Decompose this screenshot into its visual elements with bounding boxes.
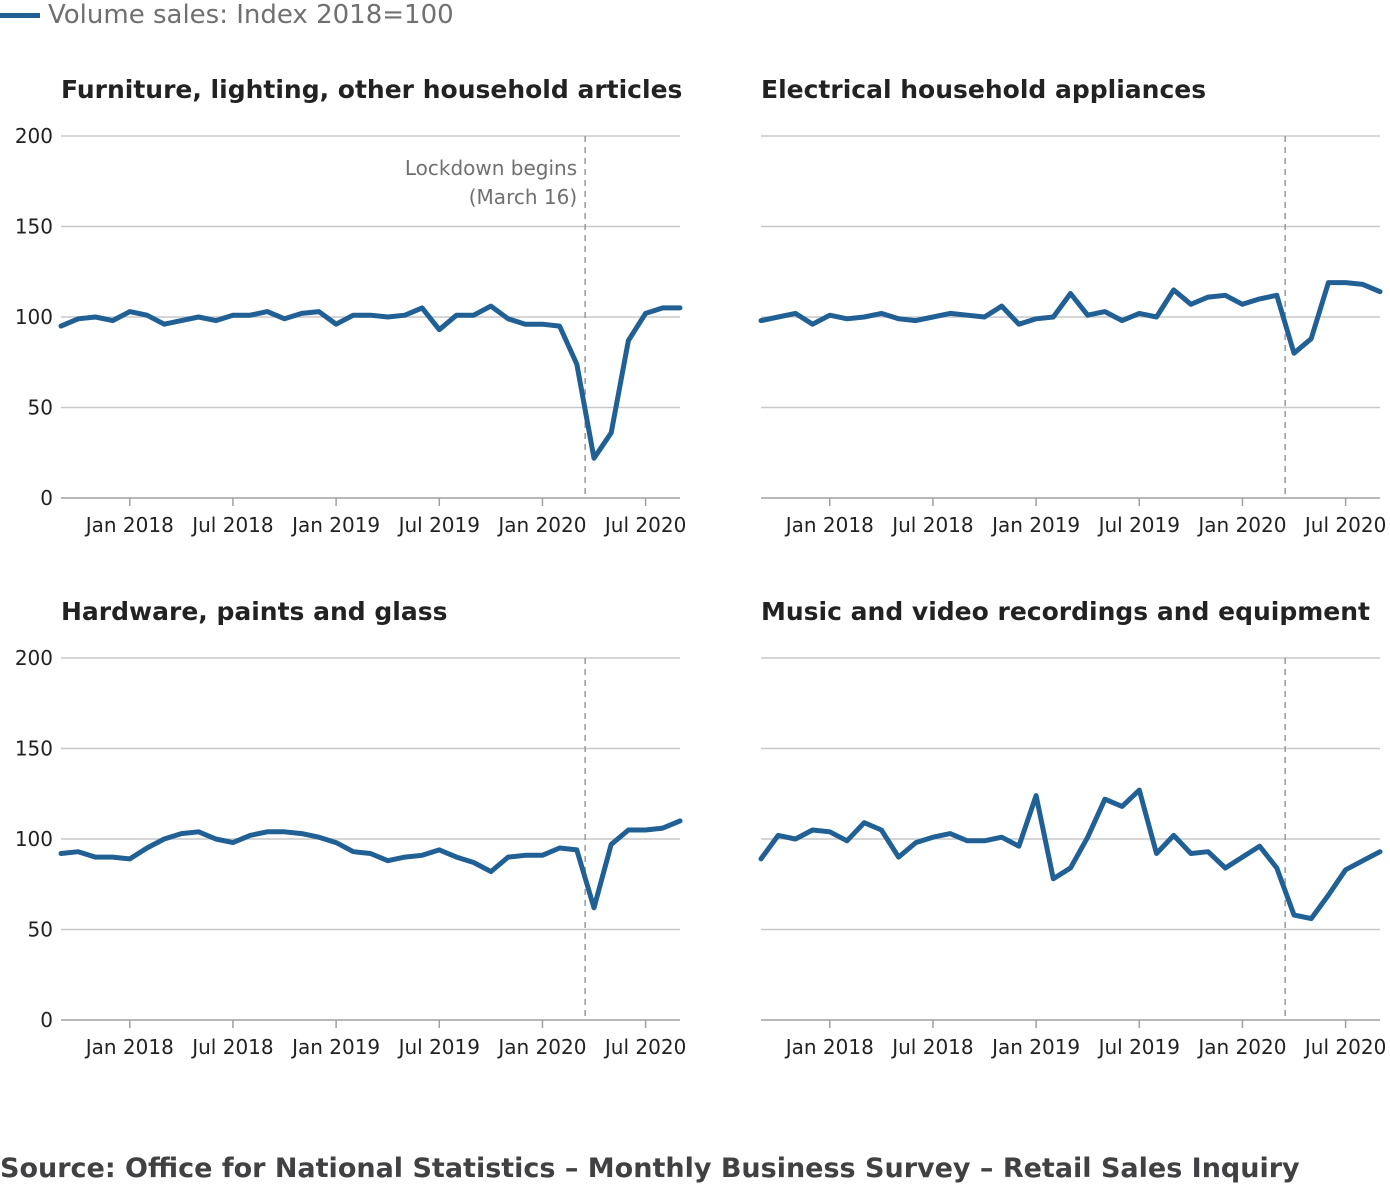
x-tick-label: Jul 2018 bbox=[190, 513, 273, 537]
panel-title: Electrical household appliances bbox=[761, 75, 1206, 104]
legend-label: Volume sales: Index 2018=100 bbox=[48, 0, 454, 30]
x-tick-label: Jan 2019 bbox=[990, 1035, 1080, 1059]
series-line bbox=[758, 787, 1383, 922]
x-tick-label: Jul 2020 bbox=[603, 1035, 686, 1059]
series-line bbox=[758, 280, 1383, 356]
x-tick-label: Jan 2020 bbox=[1196, 1035, 1286, 1059]
legend-swatch bbox=[0, 12, 40, 18]
y-tick-label: 50 bbox=[28, 396, 53, 420]
series-line bbox=[58, 818, 683, 911]
x-tick-label: Jan 2020 bbox=[1196, 513, 1286, 537]
x-tick-label: Jan 2019 bbox=[990, 513, 1080, 537]
y-tick-label: 200 bbox=[15, 124, 53, 148]
x-tick-label: Jan 2019 bbox=[290, 513, 380, 537]
series-line bbox=[58, 303, 683, 461]
x-tick-label: Jul 2020 bbox=[1303, 513, 1386, 537]
x-tick-label: Jul 2020 bbox=[1303, 1035, 1386, 1059]
source-note: Source: Office for National Statistics –… bbox=[0, 1153, 1300, 1184]
x-tick-label: Jan 2018 bbox=[784, 513, 874, 537]
annotation-text: Lockdown begins bbox=[405, 156, 577, 180]
panel-title: Furniture, lighting, other household art… bbox=[61, 75, 682, 104]
y-tick-label: 150 bbox=[15, 215, 53, 239]
y-tick-label: 150 bbox=[15, 737, 53, 761]
y-tick-label: 100 bbox=[15, 827, 53, 851]
x-tick-label: Jan 2020 bbox=[496, 513, 586, 537]
x-tick-label: Jul 2018 bbox=[890, 1035, 973, 1059]
x-tick-label: Jul 2018 bbox=[190, 1035, 273, 1059]
x-tick-label: Jan 2020 bbox=[496, 1035, 586, 1059]
chart-panel-4: Music and video recordings and equipment… bbox=[758, 597, 1386, 1059]
chart-panel-1: Furniture, lighting, other household art… bbox=[15, 75, 686, 537]
x-tick-label: Jan 2018 bbox=[84, 1035, 174, 1059]
annotation-text: (March 16) bbox=[469, 185, 577, 209]
y-tick-label: 200 bbox=[15, 646, 53, 670]
y-tick-label: 50 bbox=[28, 918, 53, 942]
chart-panel-3: Hardware, paints and glass 0 50 100 150 200 Ja… bbox=[15, 597, 686, 1059]
y-tick-label: 100 bbox=[15, 305, 53, 329]
x-tick-label: Jul 2019 bbox=[397, 1035, 480, 1059]
x-tick-label: Jul 2018 bbox=[890, 513, 973, 537]
x-tick-label: Jan 2018 bbox=[784, 1035, 874, 1059]
y-tick-label: 0 bbox=[40, 486, 53, 510]
x-tick-label: Jan 2018 bbox=[84, 513, 174, 537]
chart-legend: Volume sales: Index 2018=100 bbox=[0, 0, 454, 30]
y-tick-label: 0 bbox=[40, 1008, 53, 1032]
chart-panel-2: Electrical household appliances Jan 2018 J… bbox=[758, 75, 1386, 537]
x-tick-label: Jul 2019 bbox=[1097, 1035, 1180, 1059]
x-tick-label: Jul 2019 bbox=[1097, 513, 1180, 537]
panel-title: Hardware, paints and glass bbox=[61, 597, 448, 626]
x-tick-label: Jan 2019 bbox=[290, 1035, 380, 1059]
panel-title: Music and video recordings and equipment bbox=[761, 597, 1370, 626]
x-tick-label: Jul 2020 bbox=[603, 513, 686, 537]
x-tick-label: Jul 2019 bbox=[397, 513, 480, 537]
